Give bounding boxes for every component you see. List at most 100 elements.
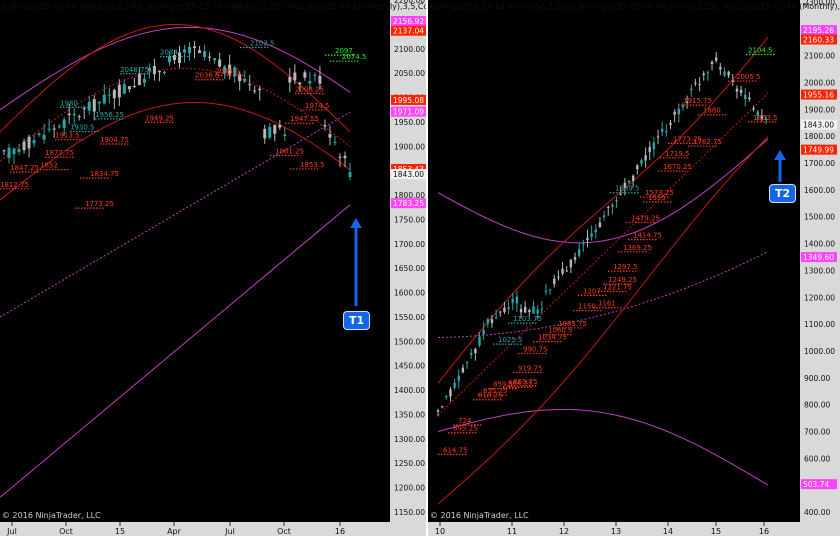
y-tick-label: 2300.00 bbox=[804, 0, 835, 7]
net-line-label: 1834.75 bbox=[90, 170, 119, 178]
price-tag bbox=[801, 119, 837, 130]
candle-body bbox=[611, 204, 614, 207]
price-tag bbox=[391, 163, 426, 174]
y-tick-label: 2000.00 bbox=[804, 79, 835, 88]
net-line-label: 835.25 bbox=[483, 387, 508, 395]
candle-body bbox=[719, 66, 722, 70]
net-line-label: 818.25 bbox=[478, 392, 503, 400]
candle-body bbox=[32, 140, 36, 144]
net-line-label: 1980 bbox=[60, 99, 78, 107]
candle-body bbox=[303, 72, 307, 78]
net-line-label: 2084 bbox=[160, 49, 178, 57]
monthly-chart-svg[interactable]: 2300.002200.002100.002000.001900.001800.… bbox=[428, 0, 840, 536]
candle-body bbox=[573, 257, 577, 260]
candle-body bbox=[77, 116, 81, 118]
candle-body bbox=[465, 361, 469, 363]
net-line-label: 1852 bbox=[40, 162, 58, 170]
candle-body bbox=[298, 82, 302, 85]
candle-body bbox=[528, 310, 531, 313]
x-tick-label: 14 bbox=[663, 527, 673, 536]
y-tick-label: 1500.00 bbox=[804, 213, 835, 222]
candle-body bbox=[318, 75, 322, 84]
price-tag bbox=[391, 25, 426, 36]
candle-body bbox=[188, 46, 192, 54]
weekly-chart-svg[interactable]: 2200.002150.002100.002050.002000.001950.… bbox=[0, 0, 426, 536]
candle-body bbox=[557, 276, 560, 278]
net-line-label: 1573.25 bbox=[645, 189, 674, 197]
net-line-label: 1221.75 bbox=[603, 283, 632, 291]
bollinger-100-band bbox=[0, 26, 351, 111]
bollinger-25-band bbox=[437, 36, 769, 384]
t2-arrow-head bbox=[774, 150, 786, 160]
candle-body bbox=[338, 156, 342, 158]
net-line-label: 1913.5 bbox=[55, 132, 80, 140]
candle-body bbox=[511, 299, 514, 303]
net-line-label: 1915.75 bbox=[683, 97, 712, 105]
y-tick-label: 1500.00 bbox=[394, 337, 425, 346]
candle-body bbox=[681, 105, 685, 108]
candle-body bbox=[198, 50, 202, 54]
candle-body bbox=[752, 108, 755, 110]
candle-body bbox=[283, 134, 287, 137]
price-tag bbox=[801, 144, 837, 155]
candle-body bbox=[253, 90, 257, 92]
price-tag bbox=[391, 169, 426, 180]
candle-body bbox=[67, 113, 71, 116]
price-tag-label: 1843.00 bbox=[393, 170, 424, 179]
net-line-label: 1025.5 bbox=[498, 336, 523, 344]
candle-body bbox=[607, 206, 610, 209]
candle-body bbox=[47, 128, 51, 130]
y-tick-label: 1400.00 bbox=[394, 386, 425, 395]
candle-body bbox=[107, 94, 111, 96]
y-tick-label: 800.00 bbox=[804, 401, 830, 410]
net-line-label: 1773.25 bbox=[673, 135, 702, 143]
net-line-label: 1949.25 bbox=[145, 114, 174, 122]
candle-body bbox=[727, 71, 730, 76]
candle-body bbox=[499, 311, 502, 313]
price-tag-label: 1783.25 bbox=[393, 199, 424, 208]
monthly-indicator-header: Bollinger(ES 03-16 (Monthly),2,100), Bol… bbox=[430, 2, 840, 11]
candle-body bbox=[474, 348, 477, 354]
candle-body bbox=[478, 336, 481, 346]
candle-body bbox=[258, 88, 262, 91]
y-tick-label: 1550.00 bbox=[394, 313, 425, 322]
candle-body bbox=[652, 142, 656, 150]
weekly-chart-panel[interactable]: 2200.002150.002100.002050.002000.001950.… bbox=[0, 0, 426, 536]
net-line-label: 1947.25 bbox=[290, 115, 319, 123]
net-line-label: 1847.25 bbox=[10, 164, 39, 172]
candle-body bbox=[706, 72, 710, 74]
price-tag bbox=[801, 34, 837, 45]
candle-body bbox=[673, 111, 676, 115]
price-tag bbox=[801, 252, 837, 263]
y-tick-label: 1900.00 bbox=[394, 142, 425, 151]
candle-body bbox=[178, 52, 182, 63]
y-tick-label: 1200.00 bbox=[804, 293, 835, 302]
bollinger-100-band bbox=[437, 408, 769, 486]
y-tick-label: 1600.00 bbox=[394, 289, 425, 298]
price-tag-label: 1349.60 bbox=[803, 253, 834, 262]
panel-divider[interactable] bbox=[426, 0, 428, 536]
price-tag bbox=[801, 25, 837, 36]
candle-body bbox=[102, 94, 106, 104]
candle-body bbox=[648, 147, 651, 152]
candle-body bbox=[57, 126, 61, 128]
net-line-label: 1812.75 bbox=[0, 181, 29, 189]
candle-body bbox=[702, 73, 705, 76]
net-line-label: 2104.5 bbox=[748, 46, 773, 54]
monthly-chart-panel[interactable]: 2300.002200.002100.002000.001900.001800.… bbox=[428, 0, 840, 536]
y-tick-label: 2100.00 bbox=[394, 45, 425, 54]
candle-body bbox=[218, 59, 222, 67]
net-line-label: 2074.5 bbox=[342, 53, 367, 61]
weekly-copyright: © 2016 NinjaTrader, LLC bbox=[2, 511, 101, 520]
y-tick-label: 1800.00 bbox=[804, 132, 835, 141]
y-tick-label: 1400.00 bbox=[804, 240, 835, 249]
net-line-label: 1150 bbox=[578, 303, 596, 311]
candle-body bbox=[72, 113, 76, 116]
y-tick-label: 1350.00 bbox=[394, 410, 425, 419]
candle-body bbox=[631, 175, 635, 181]
net-line-label: 2102.5 bbox=[250, 40, 275, 48]
y-tick-label: 700.00 bbox=[804, 427, 830, 436]
candle-body bbox=[233, 67, 237, 77]
candle-body bbox=[640, 160, 643, 164]
candle-body bbox=[122, 84, 126, 94]
